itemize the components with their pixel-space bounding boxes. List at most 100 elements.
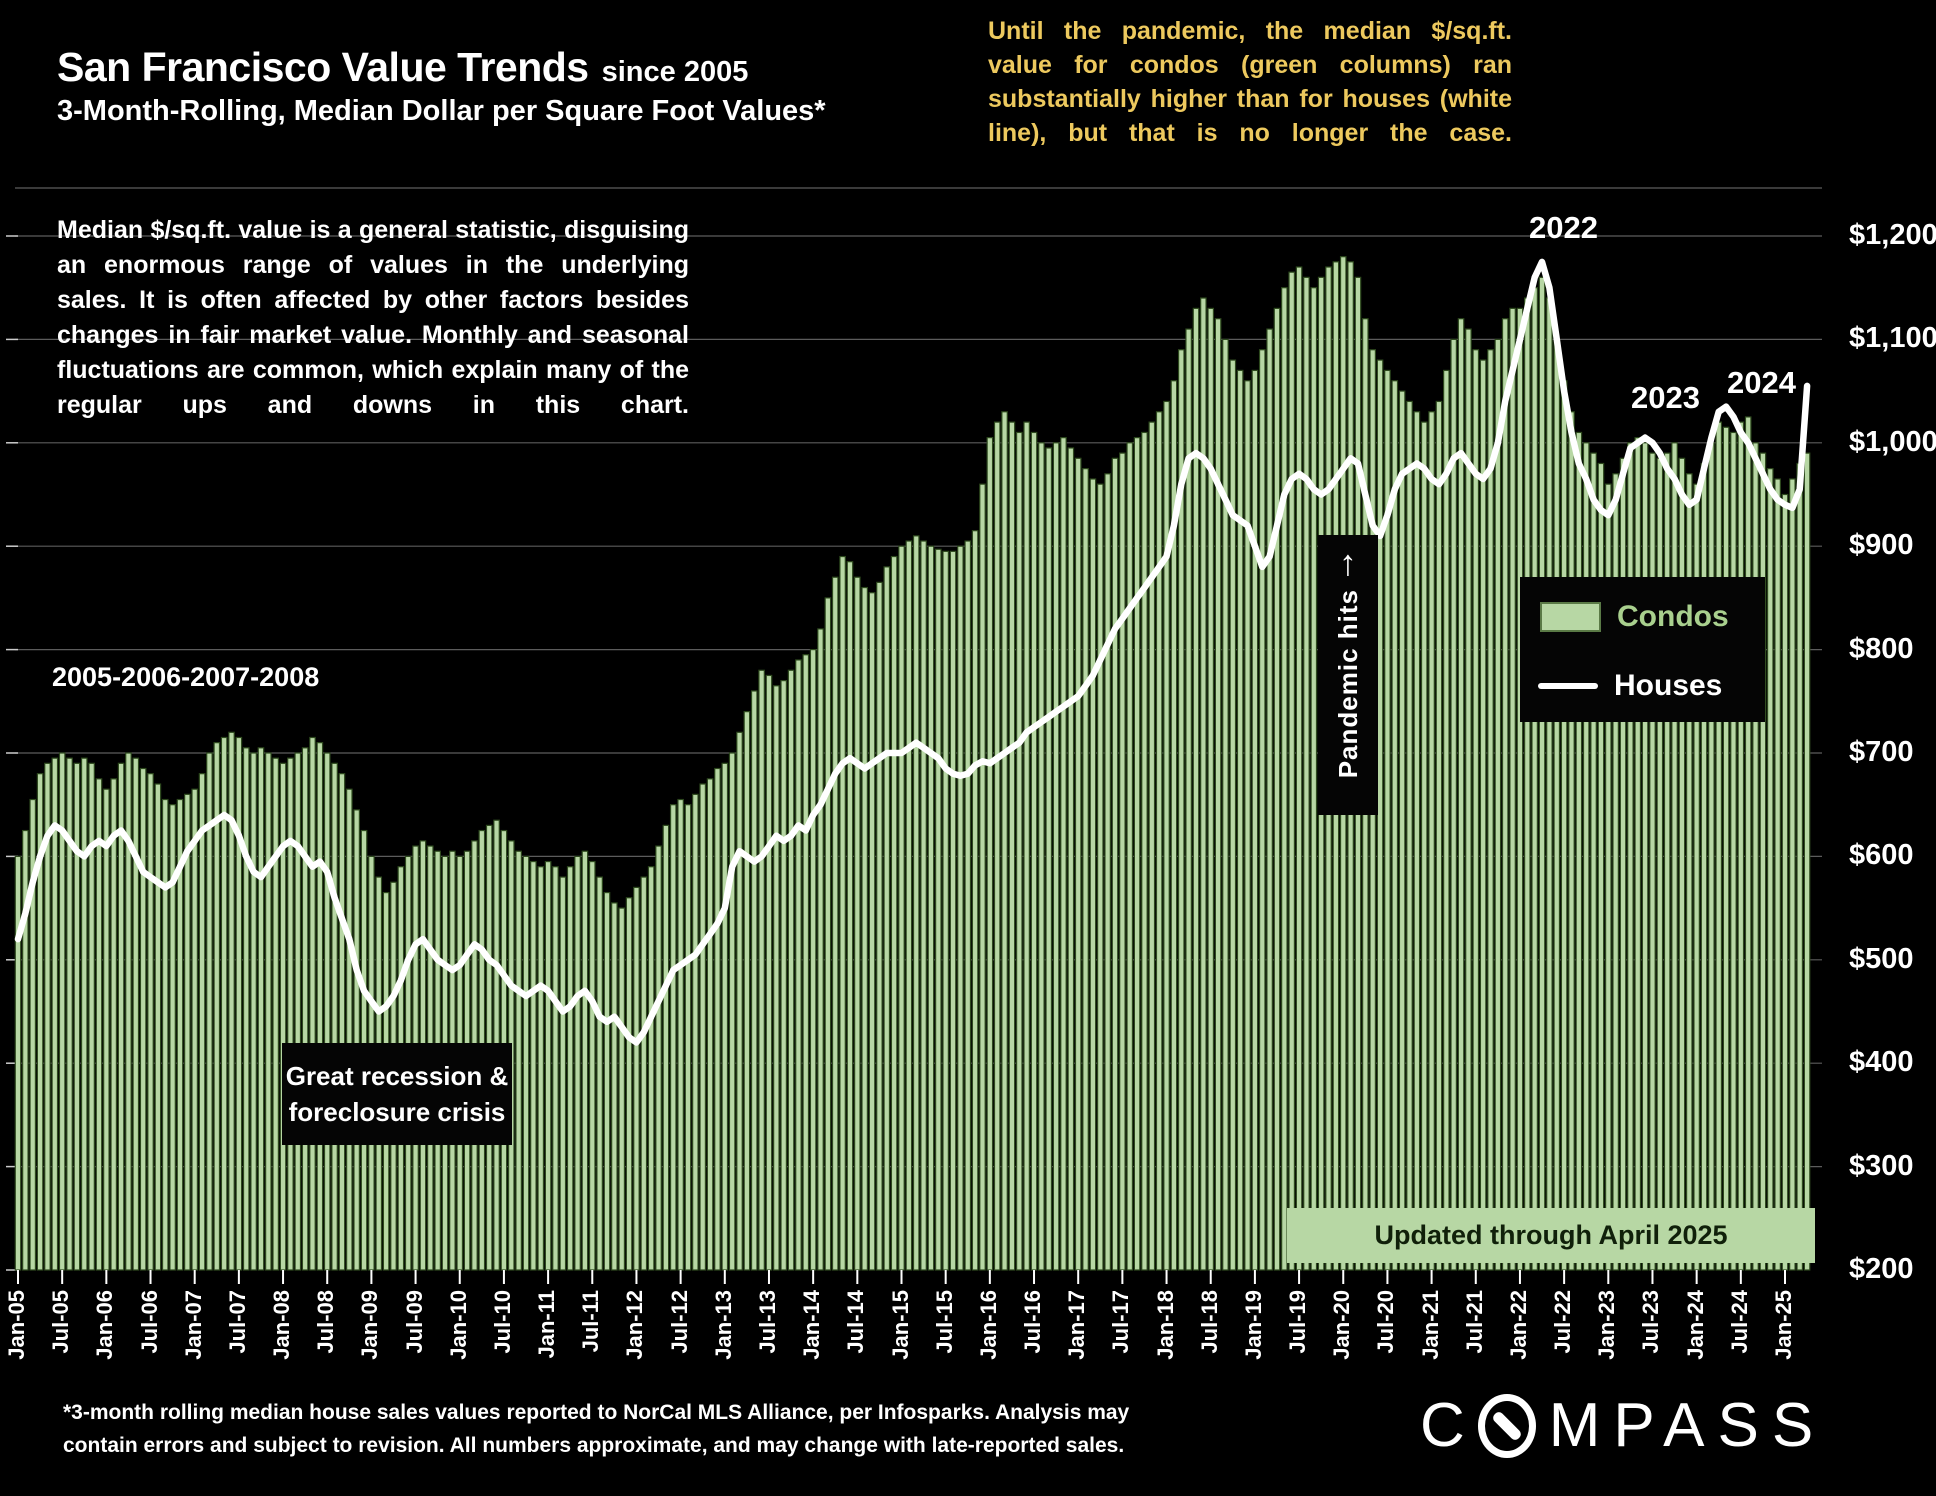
x-tick-label: Jan-12 (622, 1290, 648, 1360)
x-tick-label: Jan-21 (1417, 1290, 1443, 1360)
condo-bar (272, 757, 279, 1271)
y-tick-label: $1,200 (1849, 219, 1936, 251)
condo-bar (890, 555, 898, 1271)
condo-bar (1236, 369, 1244, 1271)
condo-bar (721, 762, 729, 1271)
condo-bar (1067, 447, 1075, 1271)
condo-bar (1163, 400, 1170, 1271)
condo-bar (611, 902, 618, 1271)
title-main: San Francisco Value Trends (57, 44, 589, 90)
condo-bar (1472, 349, 1480, 1271)
condo-bar (1281, 287, 1288, 1271)
condo-bar (574, 855, 581, 1271)
condo-bar (677, 798, 684, 1271)
condo-bar (29, 798, 37, 1271)
year-2023-label: 2023 (1631, 380, 1700, 415)
x-tick-label: Jul-07 (224, 1290, 250, 1354)
x-tick-label: Jul-10 (489, 1290, 515, 1354)
condo-bar (854, 576, 861, 1271)
condo-bar (176, 798, 184, 1271)
condo-bar (846, 561, 854, 1271)
condo-bar (1663, 452, 1671, 1271)
condo-bar (1133, 437, 1141, 1271)
condo-bar (868, 592, 876, 1271)
condo-bar (1612, 473, 1619, 1271)
condo-bar (1568, 411, 1575, 1271)
condo-bar (154, 783, 162, 1271)
x-tick-label: Jul-14 (843, 1290, 869, 1354)
condo-bar (566, 866, 574, 1271)
x-tick-label: Jan-14 (799, 1290, 825, 1360)
condo-bar (287, 757, 294, 1271)
condo-bar (655, 845, 662, 1271)
condo-bar (1546, 297, 1553, 1271)
condo-bar (780, 680, 788, 1271)
condo-bar (338, 773, 346, 1271)
condo-bar (559, 876, 567, 1271)
condo-bar (986, 437, 994, 1271)
condo-bar (1766, 468, 1774, 1271)
condo-bar (353, 809, 360, 1271)
condo-bar (1023, 421, 1030, 1271)
y-tick-label: $1,100 (1849, 322, 1936, 355)
title-suffix: since 2005 (601, 56, 749, 88)
condos-swatch-icon (1540, 602, 1601, 632)
x-tick-label: Jan-09 (357, 1290, 383, 1360)
condo-bar (920, 540, 927, 1271)
condo-bar (1678, 457, 1686, 1271)
condo-bar (1082, 468, 1089, 1271)
subtitle: 3-Month-Rolling, Median Dollar per Squar… (57, 95, 826, 127)
page-title: San Francisco Value Trends since 2005 (57, 44, 748, 91)
condo-bar (1008, 421, 1016, 1271)
condo-bar (1737, 421, 1745, 1271)
condo-bar (110, 778, 118, 1271)
condo-bar (773, 685, 780, 1271)
y-tick-label: $300 (1849, 1149, 1914, 1182)
x-tick-label: Jan-20 (1329, 1290, 1355, 1360)
condo-bar (1170, 380, 1178, 1271)
condo-bar (1501, 318, 1509, 1271)
condo-bar (198, 773, 206, 1271)
y-tick-label: $600 (1849, 839, 1914, 872)
x-tick-label: Jul-20 (1373, 1290, 1399, 1354)
condo-bar (1715, 421, 1723, 1271)
condo-bar (44, 762, 51, 1271)
condo-bar (1774, 478, 1781, 1271)
condo-bar (346, 788, 353, 1271)
condo-bar (103, 788, 110, 1271)
condo-bar (1730, 431, 1737, 1271)
condo-bar (1207, 307, 1215, 1271)
condo-bar (979, 483, 986, 1271)
x-tick-label: Jan-06 (92, 1290, 118, 1360)
condo-bar (640, 876, 648, 1271)
condo-bar (1582, 442, 1590, 1271)
condo-bar (750, 690, 758, 1271)
condo-bar (633, 886, 640, 1271)
condo-bar (294, 752, 302, 1271)
condo-bar (66, 757, 73, 1271)
condo-bar (1759, 452, 1767, 1271)
condo-bar (1494, 338, 1502, 1271)
condo-bar (1096, 483, 1104, 1271)
condo-bar (765, 674, 773, 1271)
x-tick-label: Jan-23 (1594, 1290, 1620, 1360)
condo-bar (1465, 328, 1472, 1271)
updated-badge: Updated through April 2025 (1287, 1208, 1815, 1263)
condo-bar (1155, 411, 1163, 1271)
condo-bar (1781, 493, 1789, 1271)
condo-bar (787, 669, 795, 1271)
condo-bar (73, 762, 81, 1271)
condo-bar (1244, 380, 1251, 1271)
condo-bar (1200, 297, 1207, 1271)
condo-bar (935, 548, 942, 1271)
condo-bar (1685, 473, 1693, 1271)
x-tick-label: Jan-17 (1064, 1290, 1090, 1360)
condo-bar (1074, 457, 1082, 1271)
condo-bar (861, 586, 868, 1271)
y-tick-label: $700 (1849, 736, 1914, 768)
condo-bar (1303, 276, 1310, 1271)
callout-top-right: Until the pandemic, the median $/sq.ft. … (988, 17, 1512, 147)
condo-bar (522, 855, 530, 1271)
condo-bar (235, 736, 243, 1271)
footnote-line1: *3-month rolling median house sales valu… (63, 1401, 1130, 1424)
